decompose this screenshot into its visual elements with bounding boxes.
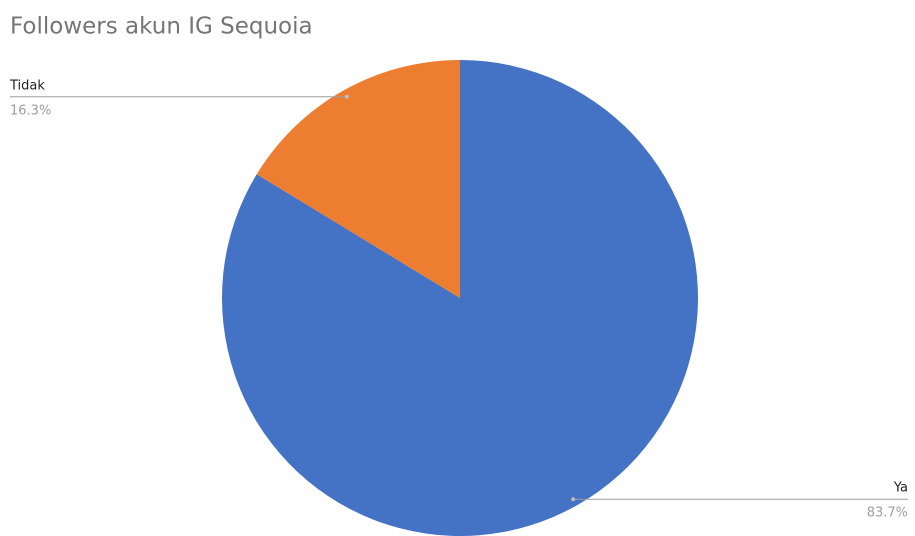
pie-slice [256,60,460,298]
category-label: Tidak [9,78,45,93]
leader-dot [571,497,576,502]
value-label: 83.7% [867,506,908,521]
category-label: Ya [893,481,908,496]
value-label: 16.3% [10,103,51,118]
leader-dot [344,94,349,99]
chart-title: Followers akun IG Sequoia [10,14,313,40]
